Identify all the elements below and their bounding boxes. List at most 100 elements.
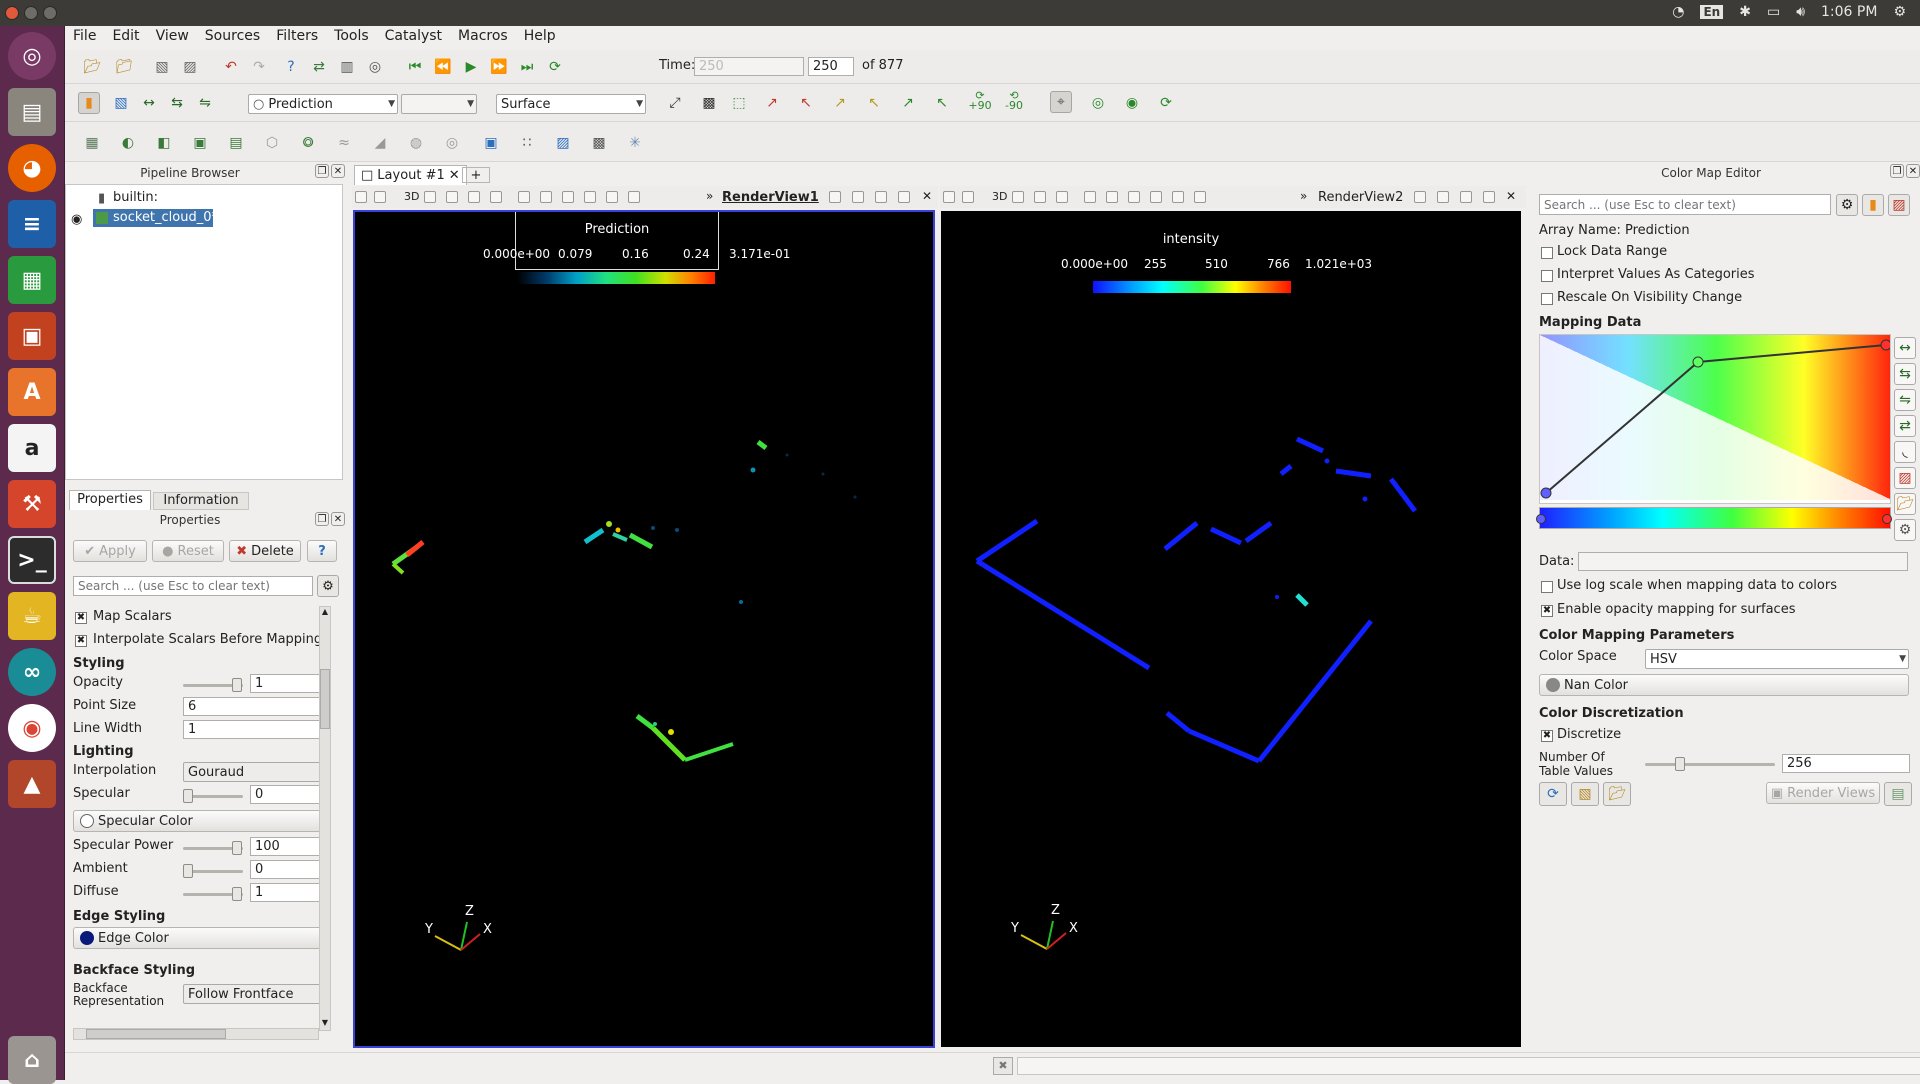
specular-power-slider[interactable]: [183, 841, 243, 855]
bluetooth-icon[interactable]: ✱: [1739, 4, 1751, 20]
close-icon[interactable]: ✕: [1906, 164, 1920, 178]
slider-handle[interactable]: [183, 789, 193, 803]
properties-search-input[interactable]: [73, 576, 313, 596]
choose-preset-icon[interactable]: ▨: [1894, 467, 1916, 489]
add-layout-tab[interactable]: +: [462, 167, 490, 183]
render-view-1[interactable]: Prediction 0.000e+00 0.079 0.16 0.24 3.1…: [353, 210, 935, 1048]
chrome-icon[interactable]: ◉: [8, 704, 56, 752]
open-icon[interactable]: 📂︎: [83, 59, 101, 75]
nan-color-button[interactable]: Nan Color: [1539, 674, 1909, 696]
reset-camera-icon[interactable]: ⤢: [669, 95, 681, 111]
select-points-icon[interactable]: [468, 191, 480, 203]
battery-icon[interactable]: ▭: [1766, 4, 1781, 20]
window-maximize-button[interactable]: [43, 6, 57, 20]
color-legend-toggle-icon[interactable]: ▮: [78, 92, 100, 114]
delete-button[interactable]: ✖ Delete: [229, 540, 301, 562]
invert-icon[interactable]: ◟: [1894, 441, 1916, 463]
settings-icon[interactable]: ⚒: [8, 480, 56, 528]
maximize-view-icon[interactable]: [875, 191, 887, 203]
rotate-minus-90-icon[interactable]: ⟲ -90: [1005, 89, 1023, 112]
slider-handle[interactable]: [183, 864, 193, 878]
zoom-to-data-icon[interactable]: ▩: [702, 95, 716, 111]
cme-search-input[interactable]: [1539, 194, 1831, 215]
view-minus-y-icon[interactable]: ↖: [868, 95, 880, 111]
save-preset-icon[interactable]: 📂︎: [1894, 493, 1916, 515]
split-horizontal-icon[interactable]: [829, 191, 841, 203]
grow-selection-icon[interactable]: [562, 191, 574, 203]
select-cells-icon[interactable]: [1034, 191, 1046, 203]
timestep-spinbox[interactable]: 250: [808, 57, 854, 76]
rescale-data-range-icon[interactable]: ↔: [143, 95, 155, 111]
shrink-selection-icon[interactable]: [584, 191, 596, 203]
menu-macros[interactable]: Macros: [458, 28, 508, 44]
recent-icon[interactable]: 📁︎: [115, 59, 133, 75]
view1-name[interactable]: RenderView1: [722, 190, 819, 205]
disconnect-icon[interactable]: ▥: [340, 59, 354, 75]
properties-hscrollbar[interactable]: [73, 1028, 319, 1040]
amazon-icon[interactable]: a: [8, 424, 56, 472]
pipeline-item-builtin[interactable]: builtin:: [113, 190, 159, 205]
split-horizontal-icon[interactable]: [1414, 191, 1426, 203]
view1-3d-toggle[interactable]: 3D: [404, 190, 420, 203]
python-shell-icon[interactable]: ▣: [484, 135, 498, 151]
menu-help[interactable]: Help: [523, 28, 556, 44]
clip-icon[interactable]: ◧: [157, 135, 171, 151]
ruler-icon[interactable]: [1194, 191, 1206, 203]
restore-default-icon[interactable]: ▨: [1888, 194, 1910, 216]
show-center-icon[interactable]: ◎: [1091, 95, 1105, 111]
glyph-icon[interactable]: ⭗: [302, 135, 314, 151]
pick-center-rotation-icon[interactable]: ⟳: [1160, 95, 1172, 111]
close-icon[interactable]: ✕: [1506, 189, 1517, 203]
next-frame-icon[interactable]: ⏩: [490, 59, 508, 75]
reset-to-default-icon[interactable]: ⟳: [1539, 782, 1567, 806]
view-plus-x-icon[interactable]: ↗: [766, 95, 778, 111]
hover-points-icon[interactable]: [540, 191, 552, 203]
close-icon[interactable]: ✕: [331, 512, 345, 526]
first-frame-icon[interactable]: ⏮: [408, 59, 422, 75]
trash-icon[interactable]: ⌂: [8, 1036, 56, 1084]
window-close-button[interactable]: [5, 6, 19, 20]
grow-selection-icon[interactable]: [1128, 191, 1140, 203]
connect-icon[interactable]: ⇄: [313, 59, 325, 75]
reset-button[interactable]: ● Reset: [152, 540, 224, 562]
ambient-field[interactable]: 0: [250, 860, 328, 879]
interpolate-checkbox[interactable]: ✖: [75, 635, 87, 647]
help-button[interactable]: ?: [307, 540, 337, 562]
categories-checkbox[interactable]: [1541, 270, 1553, 282]
split-vertical-icon[interactable]: [1437, 191, 1449, 203]
select-cells-icon[interactable]: [446, 191, 458, 203]
ruler-icon[interactable]: [628, 191, 640, 203]
calculator-icon[interactable]: ▦: [85, 135, 99, 151]
help-icon[interactable]: ?: [287, 59, 295, 75]
save-state-icon[interactable]: ▨: [183, 59, 197, 75]
specular-slider[interactable]: [183, 789, 243, 803]
scroll-thumb[interactable]: [320, 669, 330, 729]
slider-handle[interactable]: [232, 841, 242, 855]
cancel-progress-icon[interactable]: ✖: [993, 1057, 1013, 1075]
warp-icon[interactable]: ◢: [374, 135, 386, 151]
rescale-temporal-icon[interactable]: ⇄: [1894, 415, 1916, 437]
screenshot-icon[interactable]: [943, 191, 955, 203]
clock[interactable]: 1:06 PM: [1821, 4, 1878, 20]
keyboard-layout-indicator[interactable]: En: [1700, 5, 1724, 19]
float-view-icon[interactable]: [1483, 191, 1495, 203]
map-scalars-checkbox[interactable]: ✖: [75, 612, 87, 624]
slider-handle[interactable]: [232, 887, 242, 901]
opacity-mapping-checkbox[interactable]: ✖: [1541, 605, 1553, 617]
color-control-point[interactable]: [1536, 514, 1546, 524]
representation-dropdown[interactable]: Surface ▼: [496, 94, 646, 114]
float-dock-icon[interactable]: ❐: [315, 512, 329, 526]
expand-chevron-icon[interactable]: »: [706, 189, 714, 203]
matlab-icon[interactable]: ▲: [8, 760, 56, 808]
screenshot-icon[interactable]: [355, 191, 367, 203]
menu-catalyst[interactable]: Catalyst: [384, 28, 443, 44]
rescale-range-icon[interactable]: ↔: [1894, 337, 1916, 359]
advanced-gear-icon[interactable]: ⚙: [1894, 519, 1916, 541]
edge-color-button[interactable]: Edge Color: [73, 927, 328, 949]
previous-frame-icon[interactable]: ⏪: [434, 59, 452, 75]
lock-range-checkbox[interactable]: [1541, 247, 1553, 259]
play-icon[interactable]: ▶: [465, 59, 477, 75]
terminal-icon[interactable]: >_: [8, 536, 56, 584]
view2-3d-toggle[interactable]: 3D: [992, 190, 1008, 203]
opacity-transfer-function-editor[interactable]: [1539, 334, 1891, 504]
